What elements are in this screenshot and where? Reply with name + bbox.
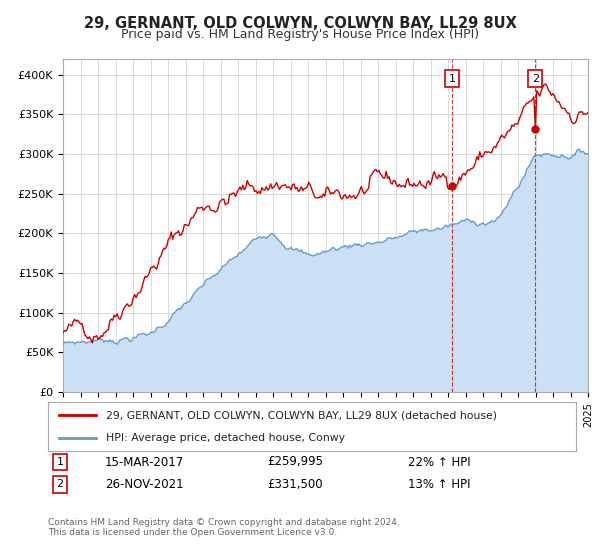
Text: Contains HM Land Registry data © Crown copyright and database right 2024.
This d: Contains HM Land Registry data © Crown c… xyxy=(48,518,400,538)
Text: HPI: Average price, detached house, Conwy: HPI: Average price, detached house, Conw… xyxy=(106,433,345,444)
Text: 26-NOV-2021: 26-NOV-2021 xyxy=(105,478,184,491)
Text: 2: 2 xyxy=(532,73,539,83)
Text: £331,500: £331,500 xyxy=(267,478,323,491)
Text: 2: 2 xyxy=(56,479,64,489)
Text: 1: 1 xyxy=(448,73,455,83)
Text: 1: 1 xyxy=(56,457,64,467)
Text: 29, GERNANT, OLD COLWYN, COLWYN BAY, LL29 8UX (detached house): 29, GERNANT, OLD COLWYN, COLWYN BAY, LL2… xyxy=(106,410,497,421)
Text: Price paid vs. HM Land Registry's House Price Index (HPI): Price paid vs. HM Land Registry's House … xyxy=(121,28,479,41)
Text: 13% ↑ HPI: 13% ↑ HPI xyxy=(408,478,470,491)
Text: 22% ↑ HPI: 22% ↑ HPI xyxy=(408,455,470,469)
Text: 29, GERNANT, OLD COLWYN, COLWYN BAY, LL29 8UX: 29, GERNANT, OLD COLWYN, COLWYN BAY, LL2… xyxy=(83,16,517,31)
Text: £259,995: £259,995 xyxy=(267,455,323,469)
Text: 15-MAR-2017: 15-MAR-2017 xyxy=(105,455,184,469)
